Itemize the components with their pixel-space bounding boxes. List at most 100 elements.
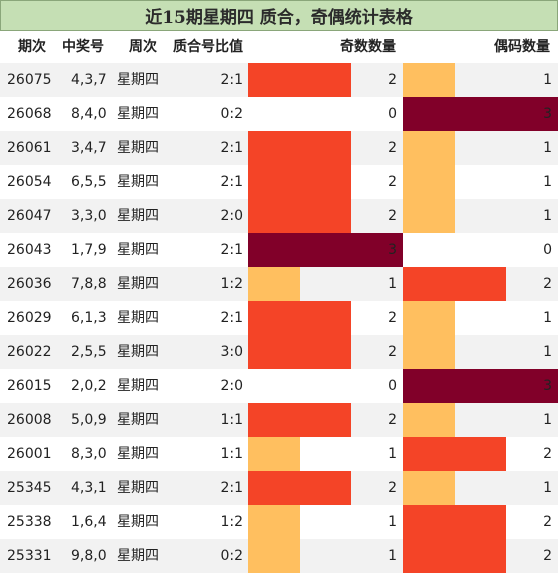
period-cell: 26075 — [7, 72, 52, 88]
numbers-cell: 4,3,7 — [71, 72, 107, 88]
numbers-cell: 2,5,5 — [71, 344, 107, 360]
even-count-value: 1 — [543, 310, 552, 326]
ratio-cell: 2:0 — [220, 378, 243, 394]
period-cell: 26022 — [7, 344, 52, 360]
even-count-value: 3 — [543, 378, 552, 394]
numbers-cell: 1,6,4 — [71, 514, 107, 530]
period-cell: 25338 — [7, 514, 52, 530]
even-count-bar — [403, 539, 506, 573]
even-count-value: 2 — [543, 514, 552, 530]
period-cell: 26068 — [7, 106, 52, 122]
even-count-bar — [403, 335, 455, 369]
period-cell: 26029 — [7, 310, 52, 326]
ratio-cell: 2:1 — [220, 310, 243, 326]
even-count-bar — [403, 165, 455, 199]
weekday-cell: 星期四 — [117, 548, 159, 564]
numbers-cell: 8,4,0 — [71, 106, 107, 122]
odd-count-bar — [248, 403, 351, 437]
even-count-bar — [403, 199, 455, 233]
odd-count-value: 2 — [388, 310, 397, 326]
odd-count-value: 2 — [388, 208, 397, 224]
numbers-cell: 8,3,0 — [71, 446, 107, 462]
ratio-cell: 2:1 — [220, 72, 243, 88]
even-count-bar — [403, 471, 455, 505]
period-cell: 26008 — [7, 412, 52, 428]
odd-count-value: 1 — [388, 276, 397, 292]
even-count-bar — [403, 437, 506, 471]
odd-count-bar — [248, 233, 403, 267]
header-even: 偶码数量 — [494, 39, 550, 55]
odd-count-bar — [248, 505, 300, 539]
ratio-cell: 1:2 — [220, 514, 243, 530]
numbers-cell: 2,0,2 — [71, 378, 107, 394]
ratio-cell: 2:1 — [220, 174, 243, 190]
even-count-value: 1 — [543, 412, 552, 428]
weekday-cell: 星期四 — [117, 514, 159, 530]
even-count-bar — [403, 97, 558, 131]
header-odd: 奇数数量 — [340, 39, 396, 55]
ratio-cell: 3:0 — [220, 344, 243, 360]
even-count-bar — [403, 369, 558, 403]
numbers-cell: 3,3,0 — [71, 208, 107, 224]
period-cell: 26036 — [7, 276, 52, 292]
numbers-cell: 4,3,1 — [71, 480, 107, 496]
weekday-cell: 星期四 — [117, 242, 159, 258]
table-row: 26029 6,1,3 星期四 2:1 2 1 — [0, 301, 558, 335]
even-count-value: 3 — [543, 106, 552, 122]
ratio-cell: 0:2 — [220, 548, 243, 564]
numbers-cell: 6,1,3 — [71, 310, 107, 326]
period-cell: 26043 — [7, 242, 52, 258]
odd-count-bar — [248, 165, 351, 199]
numbers-cell: 1,7,9 — [71, 242, 107, 258]
numbers-cell: 6,5,5 — [71, 174, 107, 190]
odd-count-bar — [248, 63, 351, 97]
table-row: 25345 4,3,1 星期四 2:1 2 1 — [0, 471, 558, 505]
weekday-cell: 星期四 — [117, 72, 159, 88]
odd-count-bar — [248, 335, 351, 369]
table-row: 26036 7,8,8 星期四 1:2 1 2 — [0, 267, 558, 301]
even-count-bar — [403, 505, 506, 539]
period-cell: 26001 — [7, 446, 52, 462]
header-period: 期次 — [18, 39, 46, 55]
ratio-cell: 2:1 — [220, 140, 243, 156]
table-row: 26047 3,3,0 星期四 2:0 2 1 — [0, 199, 558, 233]
header-numbers: 中奖号 — [62, 39, 104, 55]
even-count-bar — [403, 267, 506, 301]
period-cell: 25345 — [7, 480, 52, 496]
period-cell: 26015 — [7, 378, 52, 394]
even-count-bar — [403, 403, 455, 437]
ratio-cell: 0:2 — [220, 106, 243, 122]
odd-count-bar — [248, 301, 351, 335]
odd-count-bar — [248, 471, 351, 505]
even-count-bar — [403, 63, 455, 97]
weekday-cell: 星期四 — [117, 106, 159, 122]
weekday-cell: 星期四 — [117, 412, 159, 428]
period-cell: 26047 — [7, 208, 52, 224]
even-count-value: 1 — [543, 208, 552, 224]
table-row: 26015 2,0,2 星期四 2:0 0 3 — [0, 369, 558, 403]
odd-count-value: 2 — [388, 174, 397, 190]
even-count-value: 1 — [543, 480, 552, 496]
even-count-value: 2 — [543, 446, 552, 462]
even-count-value: 1 — [543, 140, 552, 156]
even-count-bar — [403, 131, 455, 165]
period-cell: 25331 — [7, 548, 52, 564]
odd-count-bar — [248, 437, 300, 471]
weekday-cell: 星期四 — [117, 174, 159, 190]
numbers-cell: 7,8,8 — [71, 276, 107, 292]
table-row: 26068 8,4,0 星期四 0:2 0 3 — [0, 97, 558, 131]
table-row: 26061 3,4,7 星期四 2:1 2 1 — [0, 131, 558, 165]
table-title: 近15期星期四 质合，奇偶统计表格 — [0, 0, 558, 31]
odd-count-value: 2 — [388, 344, 397, 360]
odd-count-value: 2 — [388, 140, 397, 156]
odd-count-value: 2 — [388, 72, 397, 88]
odd-count-value: 1 — [388, 446, 397, 462]
weekday-cell: 星期四 — [117, 310, 159, 326]
table-row: 26022 2,5,5 星期四 3:0 2 1 — [0, 335, 558, 369]
even-count-value: 1 — [543, 174, 552, 190]
even-count-value: 1 — [543, 72, 552, 88]
ratio-cell: 2:1 — [220, 242, 243, 258]
ratio-cell: 2:0 — [220, 208, 243, 224]
weekday-cell: 星期四 — [117, 480, 159, 496]
